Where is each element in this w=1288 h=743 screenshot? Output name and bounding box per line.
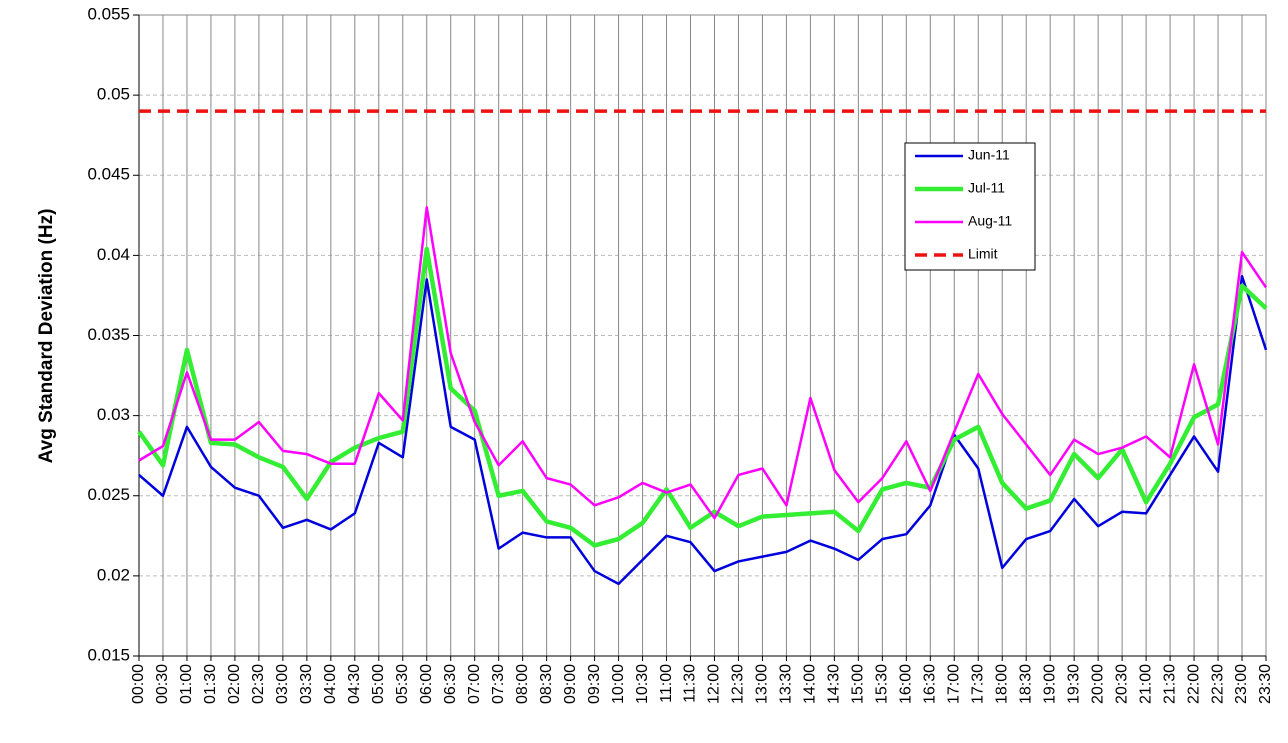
x-tick-label: 07:30 xyxy=(490,664,507,704)
x-tick-label: 04:30 xyxy=(346,664,363,704)
x-tick-label: 13:30 xyxy=(778,664,795,704)
legend-label: Jul-11 xyxy=(968,180,1005,196)
x-tick-label: 23:00 xyxy=(1233,664,1250,704)
x-tick-label: 11:30 xyxy=(682,664,699,703)
x-tick-label: 14:30 xyxy=(826,664,843,704)
x-tick-label: 02:00 xyxy=(226,664,243,704)
x-tick-label: 18:30 xyxy=(1017,664,1034,704)
x-tick-label: 19:30 xyxy=(1065,664,1082,704)
y-tick-label: 0.045 xyxy=(87,165,130,184)
x-tick-label: 05:30 xyxy=(394,664,411,704)
x-tick-label: 09:00 xyxy=(562,664,579,704)
x-tick-label: 10:00 xyxy=(610,664,627,704)
x-tick-label: 06:30 xyxy=(442,664,459,704)
y-tick-label: 0.035 xyxy=(87,325,130,344)
series-line xyxy=(138,206,1268,520)
x-tick-label: 22:00 xyxy=(1185,664,1202,704)
x-tick-label: 15:00 xyxy=(850,664,867,704)
x-tick-label: 00:00 xyxy=(130,664,147,704)
x-tick-label: 08:00 xyxy=(514,664,531,704)
x-tick-label: 21:30 xyxy=(1161,664,1178,704)
legend-box xyxy=(904,142,1036,271)
x-tick-label: 12:00 xyxy=(706,664,723,704)
x-tick-label: 20:30 xyxy=(1113,664,1130,704)
x-tick-label: 05:00 xyxy=(370,664,387,704)
x-tick-label: 10:30 xyxy=(634,664,651,704)
y-tick-label: 0.015 xyxy=(87,645,130,664)
x-tick-label: 19:00 xyxy=(1041,664,1058,704)
x-tick-label: 11:00 xyxy=(658,664,675,703)
y-tick-label: 0.025 xyxy=(87,485,130,504)
x-tick-label: 23:30 xyxy=(1257,664,1274,704)
x-tick-label: 04:00 xyxy=(322,664,339,704)
x-tick-label: 16:30 xyxy=(922,664,939,704)
y-tick-label: 0.055 xyxy=(87,4,130,23)
x-tick-label: 17:30 xyxy=(969,664,986,704)
series-line xyxy=(138,274,1268,586)
x-tick-label: 08:30 xyxy=(538,664,555,704)
x-tick-label: 01:00 xyxy=(178,664,195,704)
legend: Jun-11 Jul-11 Aug-11 Limit xyxy=(904,142,1036,271)
legend-label: Jun-11 xyxy=(968,147,1010,163)
x-tick-label: 17:00 xyxy=(945,664,962,704)
y-tick-label: 0.05 xyxy=(97,85,130,104)
x-tick-label: 13:00 xyxy=(754,664,771,704)
x-tick-label: 01:30 xyxy=(202,664,219,704)
legend-label: Aug-11 xyxy=(968,213,1012,229)
legend-label: Limit xyxy=(968,246,998,262)
x-tick-label: 00:30 xyxy=(154,664,171,704)
x-tick-label: 12:30 xyxy=(730,664,747,704)
x-tick-label: 21:00 xyxy=(1137,664,1154,704)
x-tick-label: 03:00 xyxy=(274,664,291,704)
y-tick-label: 0.04 xyxy=(97,245,130,264)
x-tick-label: 20:00 xyxy=(1089,664,1106,704)
x-tick-label: 06:00 xyxy=(418,664,435,704)
x-tick-label: 18:00 xyxy=(993,664,1010,704)
series-line xyxy=(137,246,1268,548)
y-tick-label: 0.02 xyxy=(97,565,130,584)
x-tick-label: 02:30 xyxy=(250,664,267,704)
y-tick-label: 0.03 xyxy=(97,405,130,424)
x-tick-label: 14:00 xyxy=(802,664,819,704)
y-axis-label: Avg Standard Deviation (Hz) xyxy=(36,209,57,464)
x-tick-label: 15:30 xyxy=(874,664,891,704)
x-tick-label: 22:30 xyxy=(1209,664,1226,704)
x-tick-label: 09:30 xyxy=(586,664,603,704)
x-tick-label: 07:00 xyxy=(466,664,483,704)
x-tick-label: 03:30 xyxy=(298,664,315,704)
x-tick-label: 16:00 xyxy=(898,664,915,704)
